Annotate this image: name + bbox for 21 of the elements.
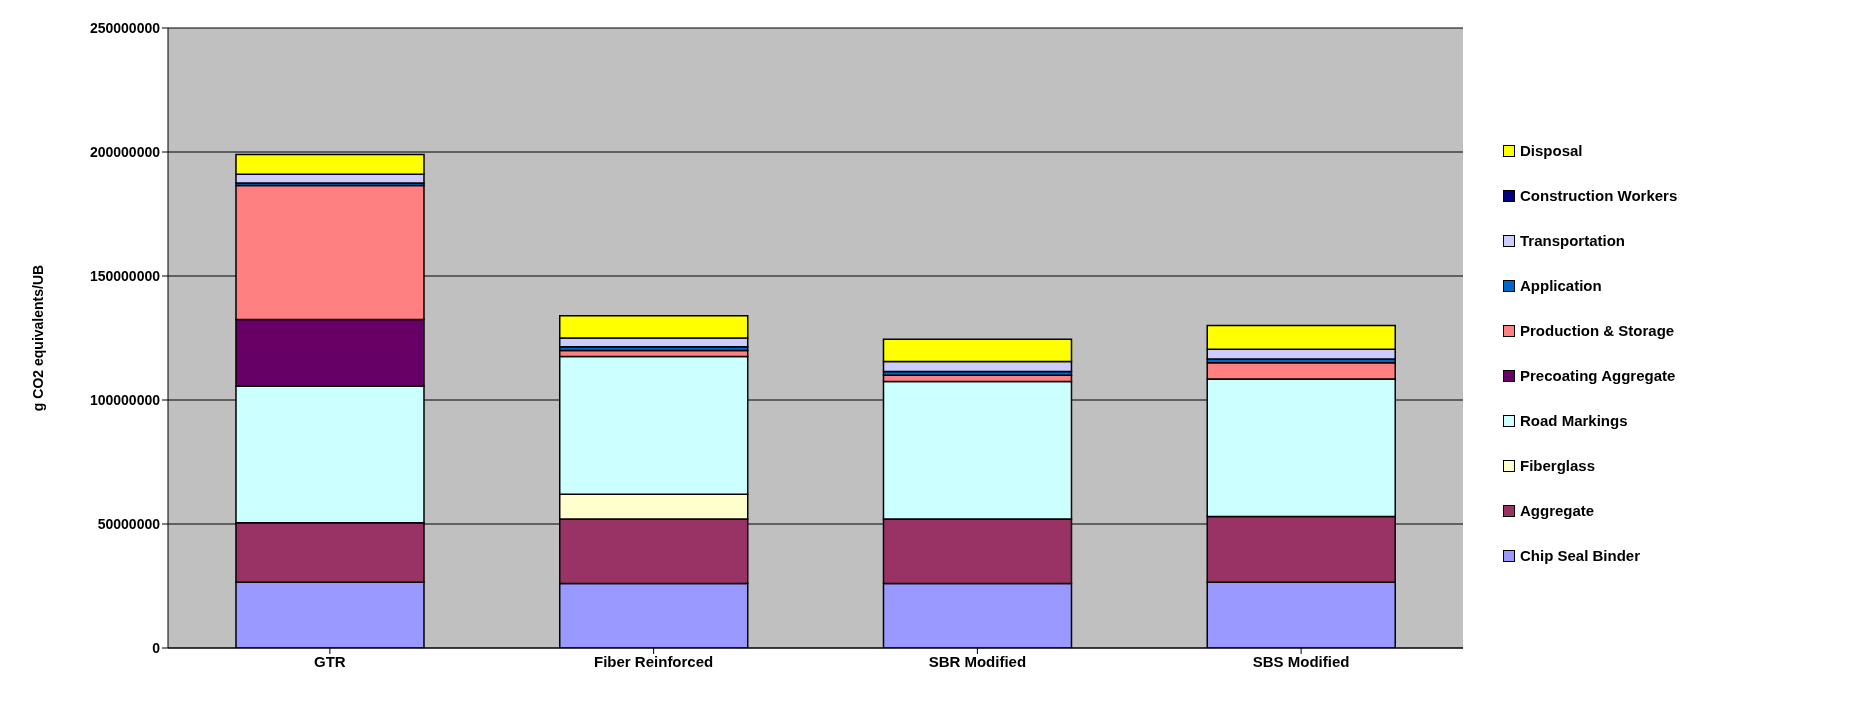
x-tick-label: SBR Modified xyxy=(928,652,1027,670)
y-tick-label: 100000000 xyxy=(89,391,161,408)
x-tick-label: SBS Modified xyxy=(1252,652,1350,670)
legend-label: Chip Seal Binder xyxy=(1520,547,1641,564)
legend-label: Application xyxy=(1520,277,1602,294)
y-tick-label: 150000000 xyxy=(89,267,161,284)
legend-label: Aggregate xyxy=(1520,502,1595,519)
y-tick-label: 0 xyxy=(152,639,161,656)
legend-label: Road Markings xyxy=(1520,412,1628,429)
y-axis-title: g CO2 equivalents/UB xyxy=(29,264,46,412)
legend-label: Disposal xyxy=(1520,142,1583,159)
x-tick-label: GTR xyxy=(314,652,346,670)
legend-label: Fiberglass xyxy=(1520,457,1596,474)
y-tick-label: 250000000 xyxy=(89,19,161,36)
legend-label: Production & Storage xyxy=(1520,322,1675,339)
y-tick-label: 50000000 xyxy=(97,515,161,532)
y-tick-label: 200000000 xyxy=(89,143,161,160)
x-tick-label: Fiber Reinforced xyxy=(594,652,714,670)
legend-label: Transportation xyxy=(1520,232,1626,249)
legend-label: Precoating Aggregate xyxy=(1520,367,1676,384)
legend-label: Construction Workers xyxy=(1520,187,1678,204)
